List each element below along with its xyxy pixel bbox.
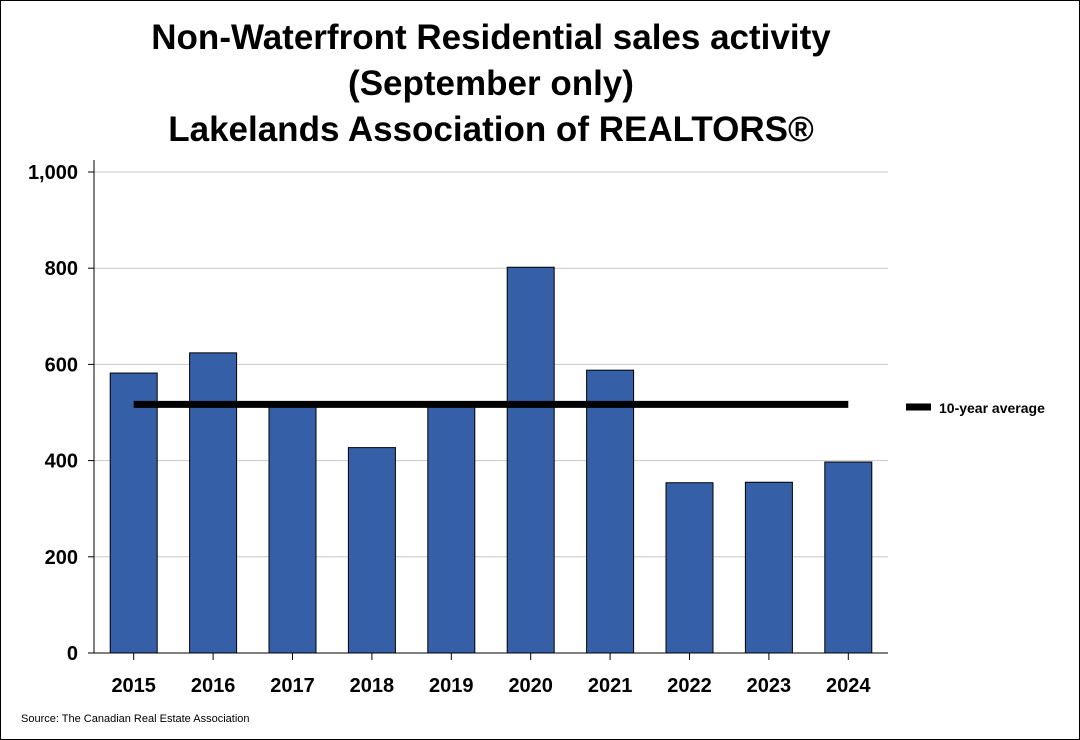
chart-title: Non-Waterfront Residential sales activit… (1, 15, 981, 153)
chart-title-line-1: Non-Waterfront Residential sales activit… (151, 18, 831, 57)
source-note: Source: The Canadian Real Estate Associa… (21, 713, 250, 725)
x-tick-label-2024: 2024 (826, 675, 871, 697)
y-tick-label-400: 400 (45, 451, 78, 473)
x-tick-label-2020: 2020 (508, 675, 553, 697)
bar-2024 (824, 461, 873, 654)
y-tick-label-600: 600 (45, 354, 78, 376)
y-tick-label-0: 0 (67, 643, 78, 665)
x-tick-label-2018: 2018 (350, 675, 395, 697)
x-tick-label-2015: 2015 (111, 675, 156, 697)
x-tick-label-2019: 2019 (429, 675, 474, 697)
bar-2021 (586, 369, 635, 654)
bar-2023 (744, 481, 793, 654)
chart-title-line-2: (September only) (348, 64, 634, 103)
x-tick-label-2023: 2023 (747, 675, 792, 697)
y-tick-label-800: 800 (45, 258, 78, 280)
bar-2017 (268, 404, 317, 654)
y-tick-label-1000: 1,000 (28, 162, 78, 184)
x-tick-label-2022: 2022 (667, 675, 712, 697)
bar-2019 (427, 401, 476, 654)
bar-2022 (665, 482, 714, 654)
chart-title-line-3: Lakelands Association of REALTORS® (168, 110, 814, 149)
bar-2020 (506, 266, 555, 654)
x-tick-label-2016: 2016 (191, 675, 236, 697)
bar-2016 (189, 352, 238, 654)
bar-2018 (347, 447, 396, 654)
y-tick-label-200: 200 (45, 547, 78, 569)
x-tick-label-2021: 2021 (588, 675, 633, 697)
legend-average-label: 10-year average (939, 400, 1045, 416)
bar-2015 (109, 372, 158, 654)
x-tick-label-2017: 2017 (270, 675, 315, 697)
